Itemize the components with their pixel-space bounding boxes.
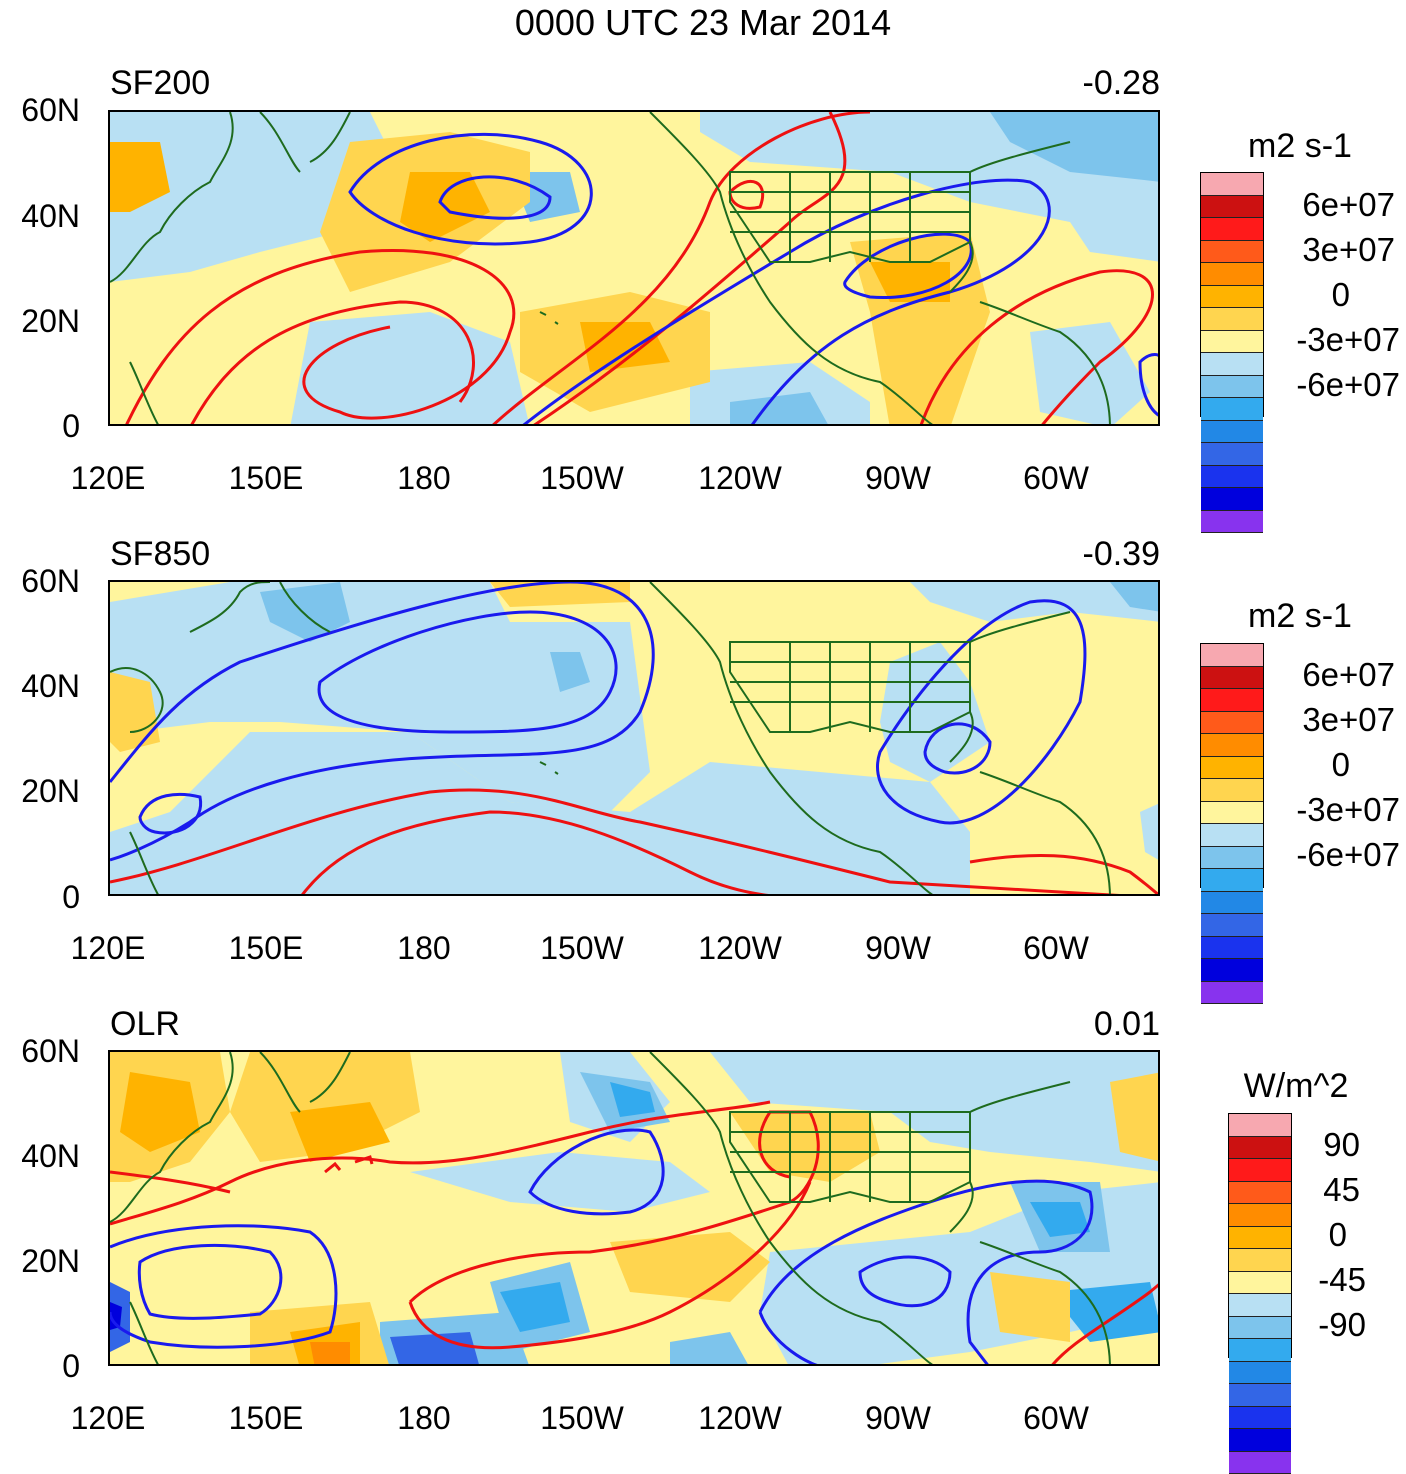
y-tick-20n: 20N: [21, 1243, 80, 1279]
sf200-field: [110, 112, 1158, 424]
colorbar-label: 45: [1323, 1171, 1360, 1208]
colorbar-sf850: [1200, 643, 1264, 1004]
colorbar-label: 6e+07: [1302, 656, 1395, 693]
x-tick-60w: 60W: [1023, 1400, 1089, 1436]
colorbar-label: 3e+07: [1302, 231, 1395, 268]
y-tick-40n: 40N: [21, 668, 80, 704]
colorbar-sf200: [1200, 172, 1264, 533]
x-tick-120e: 120E: [70, 460, 146, 496]
x-tick-120e: 120E: [70, 930, 146, 966]
colorbar-unit-sf200: m2 s-1: [1248, 127, 1352, 165]
panel-label-sf200: SF200: [110, 64, 211, 102]
colorbar-label: -6e+07: [1296, 366, 1400, 403]
colorbar-label: -6e+07: [1296, 836, 1400, 873]
sf850-map: [108, 580, 1160, 896]
x-tick-150e: 150E: [228, 1400, 304, 1436]
colorbar-label: 6e+07: [1302, 186, 1395, 223]
olr-field: [110, 1052, 1158, 1364]
colorbar-label: 0: [1328, 1216, 1347, 1253]
x-tick-180: 180: [397, 930, 451, 966]
y-tick-0: 0: [62, 1348, 80, 1384]
x-tick-120w: 120W: [698, 1400, 782, 1436]
panel-value-olr: 0.01: [1093, 1005, 1160, 1043]
y-tick-60n: 60N: [21, 563, 80, 599]
sf850-field: [110, 582, 1158, 894]
colorbar-label: 90: [1323, 1126, 1360, 1163]
x-tick-150e: 150E: [228, 930, 304, 966]
y-tick-20n: 20N: [21, 303, 80, 339]
x-tick-180: 180: [397, 460, 451, 496]
x-tick-60w: 60W: [1023, 930, 1089, 966]
y-tick-60n: 60N: [21, 1033, 80, 1069]
colorbar-label: 3e+07: [1302, 701, 1395, 738]
x-tick-120w: 120W: [698, 930, 782, 966]
x-tick-150w: 150W: [540, 1400, 624, 1436]
colorbar-unit-sf850: m2 s-1: [1248, 597, 1352, 635]
x-tick-150e: 150E: [228, 460, 304, 496]
panel-value-sf200: -0.28: [1082, 64, 1161, 102]
colorbar-olr: [1228, 1113, 1292, 1474]
figure-title: 0000 UTC 23 Mar 2014: [514, 2, 892, 43]
y-tick-20n: 20N: [21, 773, 80, 809]
x-tick-150w: 150W: [540, 460, 624, 496]
panel-label-sf850: SF850: [110, 535, 211, 573]
x-tick-150w: 150W: [540, 930, 624, 966]
colorbar-label: -90: [1318, 1306, 1366, 1343]
x-tick-120w: 120W: [698, 460, 782, 496]
panel-value-sf850: -0.39: [1082, 535, 1161, 573]
y-tick-40n: 40N: [21, 1138, 80, 1174]
panel-label-olr: OLR: [110, 1005, 180, 1043]
y-tick-40n: 40N: [21, 198, 80, 234]
colorbar-label: 0: [1331, 276, 1350, 313]
x-tick-90w: 90W: [865, 930, 931, 966]
olr-map: [108, 1050, 1160, 1366]
x-tick-120e: 120E: [70, 1400, 146, 1436]
x-tick-90w: 90W: [865, 460, 931, 496]
y-tick-0: 0: [62, 879, 80, 915]
y-tick-0: 0: [62, 408, 80, 444]
colorbar-label: -45: [1318, 1261, 1366, 1298]
colorbar-unit-olr: W/m^2: [1243, 1067, 1349, 1105]
x-tick-180: 180: [397, 1400, 451, 1436]
y-tick-60n: 60N: [21, 92, 80, 128]
colorbar-label: -3e+07: [1296, 791, 1400, 828]
x-tick-90w: 90W: [865, 1400, 931, 1436]
colorbar-label: 0: [1331, 746, 1350, 783]
x-tick-60w: 60W: [1023, 460, 1089, 496]
sf200-map: [108, 110, 1160, 426]
colorbar-label: -3e+07: [1296, 321, 1400, 358]
